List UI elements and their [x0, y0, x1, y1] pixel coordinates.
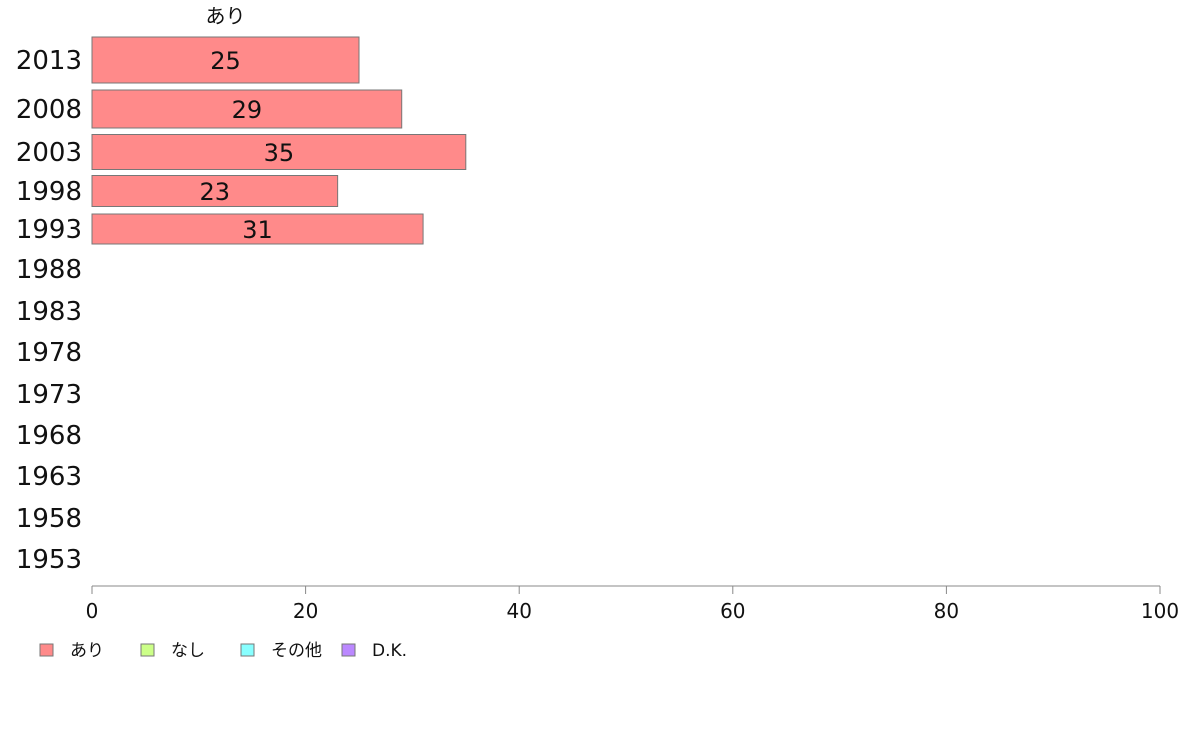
legend-label: D.K. — [372, 641, 407, 661]
year-label: 1983 — [16, 297, 82, 327]
x-tick-label: 40 — [506, 599, 531, 623]
year-label: 1963 — [16, 462, 82, 492]
bar — [91, 36, 360, 84]
bar-value-label: 29 — [232, 96, 263, 124]
year-label: 1993 — [16, 215, 82, 245]
legend-swatch — [140, 643, 155, 657]
bar-value-label: 23 — [200, 178, 231, 206]
year-label: 2008 — [16, 95, 82, 125]
year-label: 1953 — [16, 545, 82, 575]
year-label: 1988 — [16, 255, 82, 285]
bar-value-label: 31 — [242, 216, 273, 244]
bar — [91, 175, 339, 207]
bar — [91, 89, 403, 129]
legend-swatch — [240, 643, 255, 657]
x-tick-label: 60 — [720, 599, 745, 623]
bar — [91, 213, 424, 245]
year-label: 1973 — [16, 380, 82, 410]
legend-swatch — [341, 643, 356, 657]
series-header-label: あり — [206, 4, 246, 28]
bar — [91, 134, 467, 170]
legend-label: その他 — [271, 641, 322, 661]
year-label: 1968 — [16, 421, 82, 451]
year-label: 2003 — [16, 138, 82, 168]
bar-value-label: 25 — [210, 47, 241, 75]
x-tick-label: 0 — [86, 599, 99, 623]
legend-swatch — [39, 643, 54, 657]
bar-value-label: 35 — [264, 139, 295, 167]
x-tick-label: 20 — [293, 599, 318, 623]
year-label: 1978 — [16, 338, 82, 368]
legend-label: あり — [70, 641, 104, 661]
x-tick-label: 100 — [1141, 599, 1179, 623]
year-label: 1958 — [16, 504, 82, 534]
x-tick-label: 80 — [934, 599, 959, 623]
legend-label: なし — [171, 641, 205, 661]
year-label: 1998 — [16, 177, 82, 207]
year-label: 2013 — [16, 46, 82, 76]
